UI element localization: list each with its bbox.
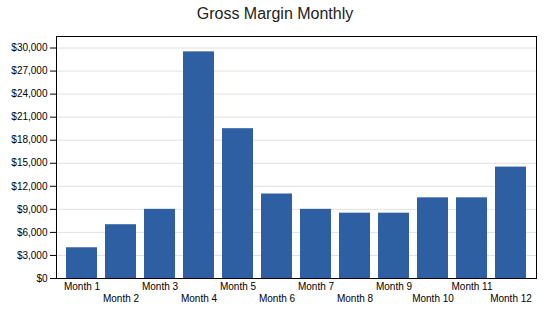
svg-text:Month 5: Month 5 [220,281,257,292]
svg-text:$18,000: $18,000 [11,134,48,145]
svg-text:Month 10: Month 10 [412,293,454,304]
svg-text:Month 11: Month 11 [452,281,493,292]
svg-text:Month 2: Month 2 [103,293,140,304]
svg-text:$30,000: $30,000 [11,42,48,53]
html-text:Gross Margin Monthly: Gross Margin Monthly [196,5,354,22]
svg-text:Month 1: Month 1 [64,281,101,292]
svg-text:$21,000: $21,000 [11,111,48,122]
svg-text:Month 8: Month 8 [337,293,374,304]
svg-text:$27,000: $27,000 [11,65,48,76]
svg-text:Month 4: Month 4 [181,293,218,304]
svg-text:$3,000: $3,000 [17,250,48,261]
svg-text:Month 7: Month 7 [298,281,335,292]
svg-text:$0: $0 [36,273,48,284]
svg-text:$15,000: $15,000 [11,157,48,168]
svg-text:$9,000: $9,000 [17,204,48,215]
svg-text:$24,000: $24,000 [11,88,48,99]
svg-text:$12,000: $12,000 [11,181,48,192]
svg-text:Month 9: Month 9 [376,281,413,292]
svg-text:Month 12: Month 12 [490,293,532,304]
svg-text:Month 6: Month 6 [259,293,296,304]
svg-text:$6,000: $6,000 [17,227,48,238]
svg-text:Month 3: Month 3 [142,281,179,292]
